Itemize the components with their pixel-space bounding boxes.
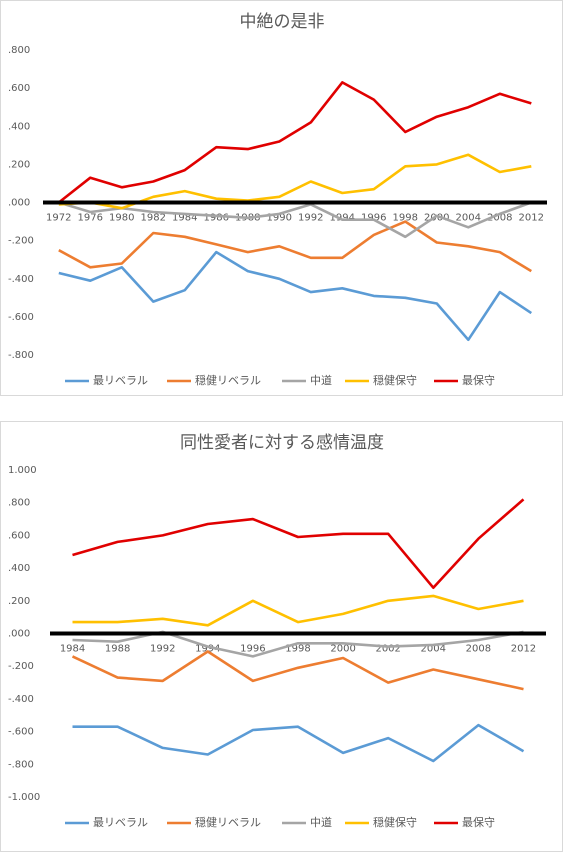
series-line <box>57 81 532 204</box>
series-line <box>58 250 533 342</box>
y-tick-label: .800 <box>8 45 30 56</box>
y-tick-label: .600 <box>8 83 30 94</box>
x-tick-label: 1984 <box>60 644 85 655</box>
x-tick-label: 1994 <box>330 213 355 224</box>
y-tick-label: -.200 <box>8 661 34 672</box>
x-tick-label: 2008 <box>466 644 491 655</box>
x-tick-label: 1998 <box>393 213 418 224</box>
y-tick-label: -.600 <box>8 727 34 738</box>
series-line <box>71 650 524 691</box>
y-tick-label: .000 <box>8 198 30 209</box>
y-tick-label: -.800 <box>8 759 34 770</box>
x-tick-label: 2004 <box>421 644 446 655</box>
x-tick-label: 2012 <box>519 213 544 224</box>
chart: 同性愛者に対する感情温度 1.000 .800 .600 .400 .200 .000 -.2… <box>0 421 563 852</box>
x-tick-label: 1996 <box>361 213 386 224</box>
y-tick-label: .400 <box>8 121 30 132</box>
legend-label: 穏健保守 <box>373 373 417 387</box>
x-tick-label: 1976 <box>78 213 103 224</box>
legend-label: 最リベラル <box>93 816 148 829</box>
legend-label: 最保守 <box>462 373 495 387</box>
x-tick-label: 1988 <box>105 644 130 655</box>
legend-label: 穏健リベラル <box>195 816 261 829</box>
series-line <box>72 723 525 763</box>
legend-label: 中道 <box>310 815 332 829</box>
x-tick-label: 2012 <box>511 644 536 655</box>
chart-title: 中絶の是非 <box>240 12 325 32</box>
x-tick-label: 1998 <box>285 644 310 655</box>
x-tick-label: 2000 <box>424 213 449 224</box>
y-tick-label: .200 <box>8 159 30 170</box>
legend-label: 最リベラル <box>93 374 148 387</box>
x-tick-label: 1984 <box>172 213 197 224</box>
x-tick-label: 1980 <box>109 213 134 224</box>
y-tick-label: .400 <box>8 563 30 574</box>
chart: 中絶の是非 .800 .600 .400 .200 .000 -.200 -.400 -.600… <box>0 0 563 396</box>
y-tick-label: -.400 <box>8 274 34 285</box>
y-tick-label: .200 <box>8 596 30 607</box>
x-tick-label: 1992 <box>150 644 175 655</box>
x-tick-label: 2008 <box>487 213 512 224</box>
x-tick-label: 1994 <box>195 644 220 655</box>
x-tick-label: 1972 <box>46 213 71 224</box>
x-tick-label: 2000 <box>330 644 355 655</box>
chart-frame <box>0 421 563 852</box>
chart-frame <box>0 0 563 396</box>
y-tick-label: -.400 <box>8 694 34 705</box>
x-tick-label: 2002 <box>375 644 400 655</box>
x-tick-label: 1996 <box>240 644 265 655</box>
y-tick-label: .000 <box>8 629 30 640</box>
series-line <box>58 201 532 239</box>
x-tick-label: 2004 <box>456 213 481 224</box>
y-tick-label: .600 <box>8 530 30 541</box>
legend-label: 穏健リベラル <box>195 374 261 387</box>
y-tick-label: -1.000 <box>8 792 40 803</box>
legend-label: 中道 <box>310 373 332 387</box>
y-tick-label: 1.000 <box>8 465 37 476</box>
series-line <box>58 220 532 273</box>
legend-label: 穏健保守 <box>373 815 417 829</box>
series-line <box>72 498 525 589</box>
y-tick-label: -.800 <box>8 350 34 361</box>
chart-title: 同性愛者に対する感情温度 <box>180 433 384 453</box>
series-line <box>72 594 524 627</box>
legend-label: 最保守 <box>462 815 495 829</box>
x-tick-label: 1982 <box>141 213 166 224</box>
x-tick-label: 1992 <box>298 213 323 224</box>
y-tick-label: -.600 <box>8 312 34 323</box>
x-tick-label: 1990 <box>267 213 292 224</box>
y-tick-label: .800 <box>8 498 30 509</box>
x-tick-label: 1986 <box>204 213 229 224</box>
y-tick-label: -.200 <box>8 236 34 247</box>
